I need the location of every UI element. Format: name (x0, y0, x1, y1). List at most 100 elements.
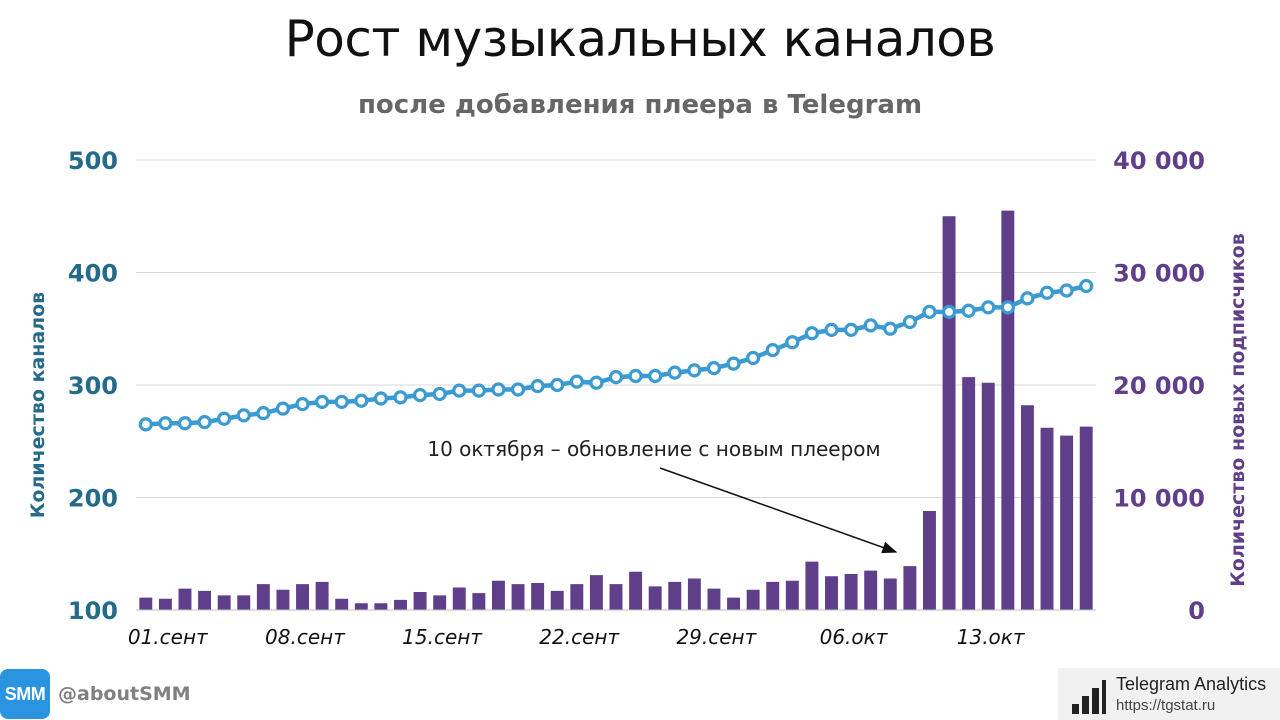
bar (198, 590, 212, 610)
line-point (432, 386, 447, 402)
left-tick-label: 100 (68, 597, 118, 625)
bar (785, 580, 799, 610)
bar (276, 589, 290, 610)
bar (589, 575, 603, 610)
line-point (961, 303, 976, 318)
right-tick-label: 20 000 (1113, 372, 1205, 400)
bar (864, 570, 878, 610)
line-point (589, 375, 604, 390)
line-point (256, 406, 271, 421)
x-tick-label: 29.сент (676, 625, 757, 649)
line-point (608, 370, 624, 385)
brand-url[interactable]: https://tgstat.ru (1116, 697, 1216, 714)
bar (158, 598, 172, 610)
line-point (1079, 278, 1094, 294)
line-point (1020, 291, 1035, 306)
x-tick-label: 06.окт (820, 625, 889, 649)
bar (139, 597, 153, 610)
right-tick-label: 10 000 (1113, 485, 1205, 513)
bar (629, 571, 643, 610)
bar (570, 584, 584, 610)
bar (354, 603, 368, 610)
x-tick-label: 15.сент (402, 625, 483, 649)
chart-title: Рост музыкальных каналов (284, 10, 996, 68)
line-point (746, 350, 761, 366)
bar (178, 588, 192, 610)
line-point (412, 388, 428, 403)
bar (962, 377, 976, 610)
line-point (863, 318, 878, 333)
bar (746, 589, 760, 610)
x-tick-label: 01.сент (128, 625, 209, 649)
bar (766, 581, 780, 610)
line-point (354, 393, 369, 408)
line-point (217, 411, 232, 426)
line-point (628, 368, 643, 384)
bar (237, 595, 251, 610)
x-tick-label: 22.сент (539, 625, 620, 649)
gridlines (136, 159, 1096, 498)
bar (256, 584, 270, 610)
line-point (530, 379, 545, 394)
line-point (158, 416, 173, 431)
line-point (941, 304, 957, 319)
line-point (706, 361, 722, 376)
line-point (804, 326, 820, 341)
line-point (981, 300, 996, 315)
bar (394, 599, 407, 610)
line-point (452, 383, 467, 398)
bar (491, 580, 505, 610)
line-point (510, 382, 526, 397)
right-axis-title: Количество новых подписчиков (1227, 233, 1249, 587)
bar (217, 595, 231, 610)
bar (315, 581, 329, 610)
line-point (687, 363, 702, 378)
telegram-analytics-badge[interactable]: Telegram Analytics https://tgstat.ru (1058, 668, 1280, 720)
right-tick-label: 40 000 (1113, 147, 1205, 175)
line-point (315, 394, 330, 409)
left-axis-title: Количество каналов (27, 292, 49, 518)
annotation-layer: 10 октября – обновление с новым плеером (427, 437, 898, 554)
bar (687, 578, 701, 610)
line-point (648, 368, 663, 384)
bar (1040, 427, 1054, 610)
line-point (138, 417, 153, 432)
line-point (393, 390, 408, 405)
bar (433, 595, 447, 610)
line-point (197, 415, 212, 430)
bar (1020, 405, 1034, 610)
line-point (373, 391, 388, 406)
author-handle[interactable]: @aboutSMM (58, 683, 191, 705)
bar (805, 561, 819, 610)
line-point (550, 377, 565, 393)
bar (825, 576, 838, 610)
bar (1079, 426, 1093, 610)
line-point (177, 416, 193, 431)
line-point (569, 374, 584, 389)
line-point (1059, 283, 1074, 298)
bar (903, 566, 917, 610)
line-point (902, 314, 917, 330)
left-tick-label: 500 (68, 147, 118, 175)
line-point (667, 365, 682, 380)
bar (511, 584, 525, 610)
bar (727, 597, 741, 610)
x-tick-label: 08.сент (265, 625, 346, 649)
right-tick-label: 30 000 (1113, 260, 1205, 288)
bar (413, 592, 427, 610)
x-tick-label: 13.окт (957, 625, 1026, 649)
left-tick-label: 400 (68, 260, 118, 288)
brand-name: Telegram Analytics (1116, 674, 1267, 694)
line-point (765, 343, 780, 358)
line-point (785, 335, 800, 350)
left-tick-label: 300 (68, 372, 118, 400)
line-series (138, 278, 1094, 432)
line-point (883, 321, 898, 336)
bar (335, 598, 349, 610)
bar (1001, 210, 1015, 610)
bar (668, 581, 682, 610)
footer-author: SMM @aboutSMM (0, 668, 191, 720)
smm-logo[interactable]: SMM (0, 669, 50, 719)
chart-subtitle: после добавления плеера в Telegram (357, 90, 923, 120)
line-point (295, 397, 310, 412)
